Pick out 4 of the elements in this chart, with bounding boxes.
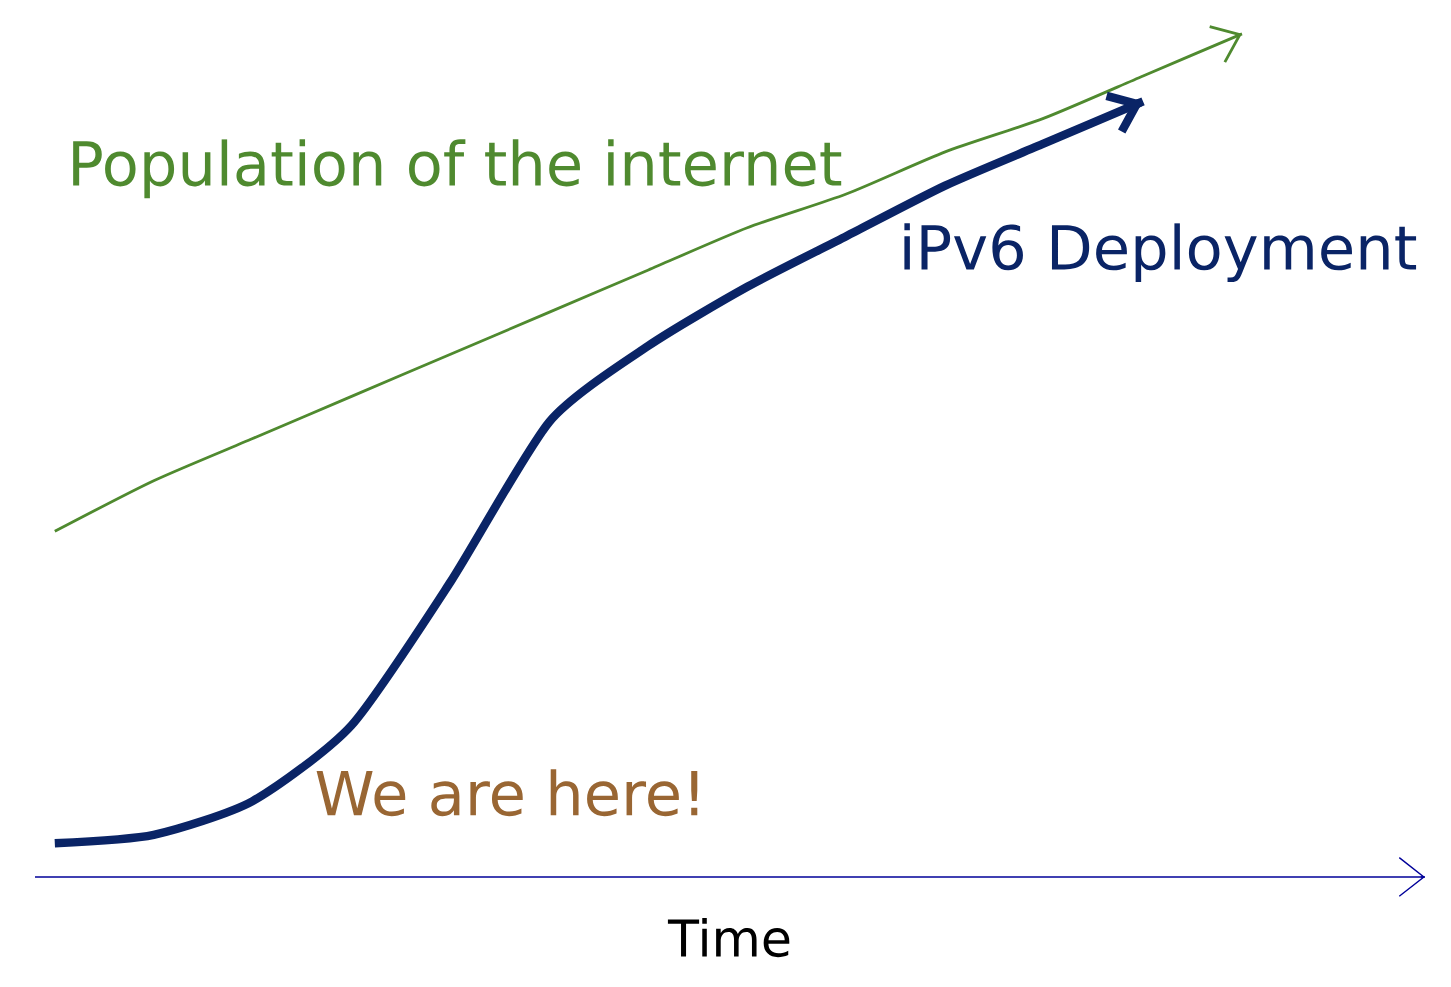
annotation: We are here!	[316, 769, 698, 817]
series-label: iPv6 Deployment	[904, 223, 1417, 283]
series-label: Population of the internet	[73, 139, 842, 199]
x-axis-title: Time	[667, 918, 790, 958]
